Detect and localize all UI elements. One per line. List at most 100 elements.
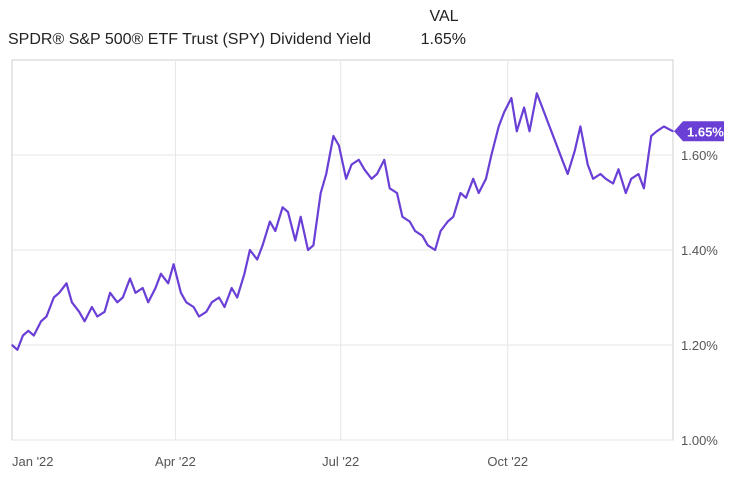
- data-point: [490, 154, 493, 156]
- data-point: [32, 334, 35, 337]
- data-point: [96, 315, 99, 318]
- x-axis-labels: Jan '22 Apr '22 Jul '22 Oct '22: [12, 454, 528, 469]
- data-point: [421, 234, 424, 237]
- x-tick-label: Apr '22: [155, 454, 196, 469]
- data-point: [408, 220, 411, 223]
- data-point: [434, 249, 436, 251]
- data-point: [414, 230, 416, 232]
- data-point: [167, 282, 169, 285]
- data-point: [185, 301, 188, 304]
- data-point: [655, 130, 658, 133]
- data-point: [205, 310, 208, 313]
- data-point: [663, 125, 665, 128]
- data-point: [236, 296, 238, 299]
- data-point: [172, 263, 175, 266]
- data-point: [249, 249, 251, 251]
- data-point: [523, 106, 525, 109]
- data-point: [65, 282, 68, 285]
- y-tick-label: 1.00%: [681, 433, 718, 448]
- data-point: [91, 306, 93, 308]
- data-point: [116, 301, 119, 304]
- data-point: [624, 192, 627, 194]
- data-point: [536, 92, 538, 95]
- data-point: [637, 173, 640, 175]
- data-point: [129, 277, 131, 280]
- data-point: [566, 173, 569, 175]
- data-point: [541, 106, 544, 109]
- data-point: [40, 320, 42, 323]
- data-point: [210, 301, 213, 304]
- data-point: [548, 125, 551, 128]
- data-point: [459, 192, 462, 194]
- data-point: [350, 163, 353, 166]
- data-point: [160, 272, 162, 275]
- y-axis-labels: 1.00% 1.20% 1.40% 1.60%: [681, 148, 718, 448]
- data-point: [22, 334, 24, 337]
- data-point: [16, 348, 19, 351]
- legend: VAL SPDR® S&P 500® ETF Trust (SPY) Divid…: [0, 0, 742, 56]
- data-point: [281, 206, 284, 209]
- data-point: [274, 230, 277, 232]
- x-tick-label: Jan '22: [12, 454, 54, 469]
- x-gridlines: [174, 60, 509, 440]
- data-point: [243, 272, 246, 275]
- data-point: [319, 192, 322, 194]
- data-point: [103, 310, 106, 313]
- data-point: [78, 310, 80, 313]
- data-point: [672, 130, 674, 133]
- data-point: [605, 177, 607, 180]
- data-point: [447, 220, 449, 223]
- data-point: [612, 182, 614, 185]
- y-gridlines: [12, 154, 673, 441]
- data-point: [345, 177, 347, 180]
- data-point: [325, 173, 327, 175]
- data-point: [465, 196, 467, 199]
- data-point: [427, 244, 429, 247]
- data-point: [401, 215, 404, 218]
- data-point: [497, 125, 500, 128]
- data-point: [396, 192, 398, 194]
- data-point: [630, 177, 633, 180]
- data-point: [485, 177, 487, 180]
- data-point: [554, 139, 556, 142]
- data-point: [561, 158, 564, 161]
- data-point: [574, 149, 576, 152]
- legend-value-header: VAL: [429, 8, 459, 25]
- data-point: [312, 244, 315, 247]
- data-point: [134, 291, 137, 294]
- data-point: [141, 287, 144, 289]
- data-point: [586, 163, 589, 166]
- data-point: [121, 296, 124, 299]
- data-point: [71, 301, 73, 304]
- data-point: [218, 296, 220, 299]
- data-point: [256, 258, 258, 261]
- data-point: [579, 125, 582, 128]
- data-point: [299, 215, 302, 218]
- last-value-badge-label: 1.65%: [687, 124, 724, 139]
- y-tick-label: 1.20%: [681, 338, 718, 353]
- y-tick-label: 1.60%: [681, 148, 718, 163]
- data-point: [376, 173, 378, 175]
- data-point: [307, 249, 309, 251]
- data-point: [27, 329, 30, 332]
- data-point: [11, 344, 13, 346]
- data-point: [230, 287, 233, 289]
- data-point: [338, 144, 340, 147]
- data-point: [192, 306, 195, 308]
- data-point: [650, 135, 653, 137]
- series-points: [11, 92, 674, 351]
- data-point: [477, 192, 480, 194]
- last-value-badge-shape: [674, 121, 724, 142]
- data-point: [510, 97, 513, 99]
- data-point: [198, 315, 200, 318]
- data-point: [528, 130, 531, 133]
- data-point: [363, 168, 366, 171]
- data-point: [383, 158, 386, 161]
- data-point: [388, 187, 391, 190]
- legend-series-name: SPDR® S&P 500® ETF Trust (SPY) Dividend …: [8, 31, 371, 48]
- data-point: [287, 211, 289, 213]
- data-point: [439, 230, 442, 232]
- data-point: [599, 173, 602, 175]
- data-point: [180, 291, 182, 294]
- data-point: [332, 135, 335, 137]
